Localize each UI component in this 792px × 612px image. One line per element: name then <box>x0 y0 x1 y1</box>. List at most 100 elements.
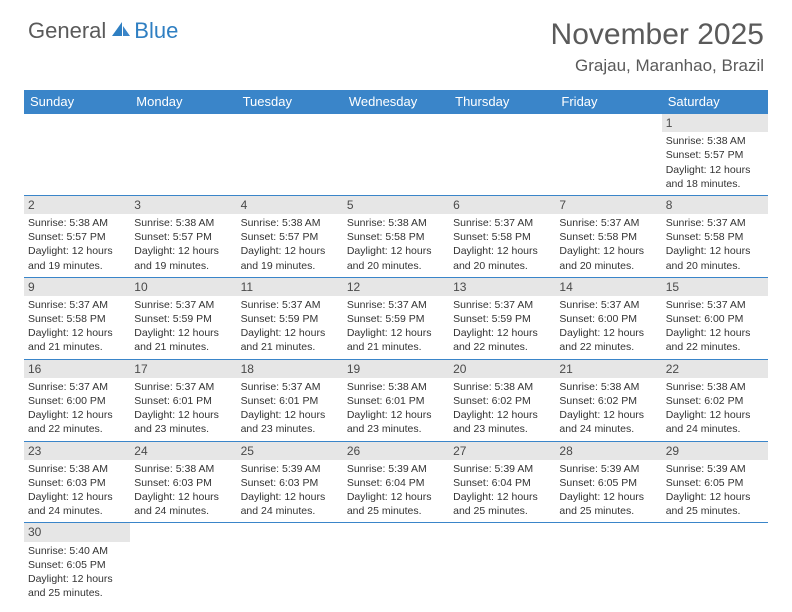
day-details: Sunrise: 5:38 AMSunset: 6:02 PMDaylight:… <box>559 380 657 437</box>
day-number: 20 <box>449 360 555 378</box>
sunrise-line: Sunrise: 5:37 AM <box>28 298 126 312</box>
daylight-line: Daylight: 12 hours and 23 minutes. <box>453 408 551 436</box>
sunset-line: Sunset: 6:05 PM <box>666 476 764 490</box>
header: General Blue November 2025 Grajau, Maran… <box>0 0 792 84</box>
day-details: Sunrise: 5:37 AMSunset: 5:58 PMDaylight:… <box>28 298 126 355</box>
sunrise-line: Sunrise: 5:38 AM <box>453 380 551 394</box>
weekday-header: Sunday <box>24 90 130 114</box>
day-cell: 5Sunrise: 5:38 AMSunset: 5:58 PMDaylight… <box>343 195 449 277</box>
sunset-line: Sunset: 6:05 PM <box>28 558 126 572</box>
day-details: Sunrise: 5:37 AMSunset: 5:58 PMDaylight:… <box>559 216 657 273</box>
empty-cell <box>130 114 236 196</box>
sunset-line: Sunset: 5:57 PM <box>241 230 339 244</box>
weekday-header: Wednesday <box>343 90 449 114</box>
daylight-line: Daylight: 12 hours and 21 minutes. <box>241 326 339 354</box>
sunrise-line: Sunrise: 5:38 AM <box>347 216 445 230</box>
day-details: Sunrise: 5:37 AMSunset: 5:59 PMDaylight:… <box>453 298 551 355</box>
day-number: 1 <box>662 114 768 132</box>
daylight-line: Daylight: 12 hours and 18 minutes. <box>666 163 764 191</box>
day-details: Sunrise: 5:38 AMSunset: 5:57 PMDaylight:… <box>134 216 232 273</box>
day-details: Sunrise: 5:37 AMSunset: 6:01 PMDaylight:… <box>134 380 232 437</box>
calendar-row: 30 Sunrise: 5:40 AMSunset: 6:05 PMDayligh… <box>24 523 768 604</box>
day-cell: 20 Sunrise: 5:38 AMSunset: 6:02 PMDayligh… <box>449 359 555 441</box>
sunrise-line: Sunrise: 5:40 AM <box>28 544 126 558</box>
daylight-line: Daylight: 12 hours and 24 minutes. <box>241 490 339 518</box>
day-cell: 18Sunrise: 5:37 AMSunset: 6:01 PMDayligh… <box>237 359 343 441</box>
daylight-line: Daylight: 12 hours and 22 minutes. <box>28 408 126 436</box>
day-cell: 1 Sunrise: 5:38 AMSunset: 5:57 PMDaylight… <box>662 114 768 196</box>
sunset-line: Sunset: 6:02 PM <box>453 394 551 408</box>
daylight-line: Daylight: 12 hours and 24 minutes. <box>666 408 764 436</box>
title-block: November 2025 Grajau, Maranhao, Brazil <box>551 18 764 76</box>
calendar-row: 16Sunrise: 5:37 AMSunset: 6:00 PMDayligh… <box>24 359 768 441</box>
day-number: 30 <box>24 523 130 541</box>
day-details: Sunrise: 5:40 AMSunset: 6:05 PMDaylight:… <box>28 544 126 601</box>
day-details: Sunrise: 5:39 AMSunset: 6:05 PMDaylight:… <box>666 462 764 519</box>
sunrise-line: Sunrise: 5:39 AM <box>666 462 764 476</box>
day-cell: 8Sunrise: 5:37 AMSunset: 5:58 PMDaylight… <box>662 195 768 277</box>
day-cell: 29Sunrise: 5:39 AMSunset: 6:05 PMDayligh… <box>662 441 768 523</box>
sunset-line: Sunset: 6:04 PM <box>453 476 551 490</box>
location: Grajau, Maranhao, Brazil <box>551 56 764 76</box>
sunrise-line: Sunrise: 5:38 AM <box>241 216 339 230</box>
sunset-line: Sunset: 5:57 PM <box>666 148 764 162</box>
day-cell: 10Sunrise: 5:37 AMSunset: 5:59 PMDayligh… <box>130 277 236 359</box>
day-number: 12 <box>343 278 449 296</box>
day-cell: 14Sunrise: 5:37 AMSunset: 6:00 PMDayligh… <box>555 277 661 359</box>
daylight-line: Daylight: 12 hours and 24 minutes. <box>559 408 657 436</box>
month-title: November 2025 <box>551 18 764 52</box>
day-cell: 12 Sunrise: 5:37 AMSunset: 5:59 PMDayligh… <box>343 277 449 359</box>
day-cell: 16Sunrise: 5:37 AMSunset: 6:00 PMDayligh… <box>24 359 130 441</box>
sunset-line: Sunset: 5:57 PM <box>28 230 126 244</box>
sail-icon <box>110 20 132 38</box>
daylight-line: Daylight: 12 hours and 22 minutes. <box>453 326 551 354</box>
sunrise-line: Sunrise: 5:38 AM <box>666 134 764 148</box>
day-cell: 6Sunrise: 5:37 AMSunset: 5:58 PMDaylight… <box>449 195 555 277</box>
weekday-header: Tuesday <box>237 90 343 114</box>
day-number: 7 <box>555 196 661 214</box>
day-number: 13 <box>449 278 555 296</box>
daylight-line: Daylight: 12 hours and 24 minutes. <box>28 490 126 518</box>
empty-cell <box>237 523 343 604</box>
daylight-line: Daylight: 12 hours and 19 minutes. <box>241 244 339 272</box>
day-number: 21 <box>555 360 661 378</box>
daylight-line: Daylight: 12 hours and 21 minutes. <box>347 326 445 354</box>
day-number: 2 <box>24 196 130 214</box>
day-number: 19 <box>343 360 449 378</box>
sunrise-line: Sunrise: 5:37 AM <box>453 298 551 312</box>
empty-cell <box>130 523 236 604</box>
sunset-line: Sunset: 5:57 PM <box>134 230 232 244</box>
day-details: Sunrise: 5:38 AMSunset: 6:01 PMDaylight:… <box>347 380 445 437</box>
empty-cell <box>555 114 661 196</box>
sunrise-line: Sunrise: 5:37 AM <box>134 380 232 394</box>
day-cell: 27Sunrise: 5:39 AMSunset: 6:04 PMDayligh… <box>449 441 555 523</box>
calendar-row: 9Sunrise: 5:37 AMSunset: 5:58 PMDaylight… <box>24 277 768 359</box>
day-details: Sunrise: 5:39 AMSunset: 6:04 PMDaylight:… <box>453 462 551 519</box>
sunset-line: Sunset: 5:58 PM <box>559 230 657 244</box>
calendar-row: 2Sunrise: 5:38 AMSunset: 5:57 PMDaylight… <box>24 195 768 277</box>
sunset-line: Sunset: 6:00 PM <box>28 394 126 408</box>
day-cell: 2Sunrise: 5:38 AMSunset: 5:57 PMDaylight… <box>24 195 130 277</box>
empty-cell <box>555 523 661 604</box>
day-details: Sunrise: 5:37 AMSunset: 5:59 PMDaylight:… <box>347 298 445 355</box>
daylight-line: Daylight: 12 hours and 25 minutes. <box>453 490 551 518</box>
sunset-line: Sunset: 5:59 PM <box>453 312 551 326</box>
sunrise-line: Sunrise: 5:37 AM <box>559 216 657 230</box>
daylight-line: Daylight: 12 hours and 20 minutes. <box>559 244 657 272</box>
sunrise-line: Sunrise: 5:37 AM <box>241 298 339 312</box>
day-cell: 28Sunrise: 5:39 AMSunset: 6:05 PMDayligh… <box>555 441 661 523</box>
day-details: Sunrise: 5:39 AMSunset: 6:04 PMDaylight:… <box>347 462 445 519</box>
daylight-line: Daylight: 12 hours and 23 minutes. <box>241 408 339 436</box>
day-number: 15 <box>662 278 768 296</box>
day-number: 22 <box>662 360 768 378</box>
sunset-line: Sunset: 5:59 PM <box>134 312 232 326</box>
sunrise-line: Sunrise: 5:37 AM <box>666 298 764 312</box>
sunset-line: Sunset: 6:02 PM <box>559 394 657 408</box>
day-number: 17 <box>130 360 236 378</box>
day-number: 14 <box>555 278 661 296</box>
empty-cell <box>237 114 343 196</box>
daylight-line: Daylight: 12 hours and 21 minutes. <box>134 326 232 354</box>
weekday-header: Monday <box>130 90 236 114</box>
sunset-line: Sunset: 6:01 PM <box>134 394 232 408</box>
daylight-line: Daylight: 12 hours and 19 minutes. <box>28 244 126 272</box>
